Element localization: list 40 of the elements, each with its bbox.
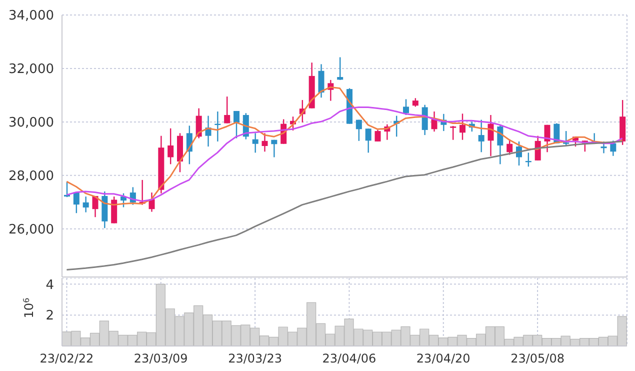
candlestick: [262, 132, 268, 152]
y-tick-label: 32,000: [8, 62, 54, 78]
candlestick: [403, 98, 409, 116]
x-tick-label: 23/04/06: [322, 352, 376, 366]
candlestick: [168, 128, 174, 165]
candlestick: [271, 139, 278, 158]
candlestick: [82, 196, 89, 213]
y-tick-label: 34,000: [8, 8, 54, 24]
candlestick: [478, 119, 484, 153]
candlestick: [224, 96, 230, 124]
candlestick: [252, 132, 258, 154]
candlestick: [563, 130, 570, 147]
candlestick: [318, 64, 324, 98]
candlestick: [422, 104, 428, 136]
y-tick-label: 4: [46, 278, 54, 293]
candlestick: [610, 140, 616, 156]
candlestick: [148, 192, 155, 212]
y-tick-label: 30,000: [8, 116, 54, 131]
candlestick: [356, 119, 362, 142]
candlestick: [234, 110, 240, 139]
candlestick: [506, 138, 513, 156]
candlestick: [544, 124, 550, 153]
candlestick: [73, 192, 80, 214]
y-tick-label: 26,000: [8, 222, 54, 238]
x-tick-label: 23/05/08: [510, 352, 564, 366]
y-tick-label: 28,000: [8, 169, 54, 184]
candlestick: [337, 56, 344, 81]
y-tick-label: 2: [46, 308, 54, 324]
x-tick-label: 23/02/22: [40, 352, 94, 366]
x-tick-label: 23/03/09: [134, 352, 188, 366]
candlestick: [460, 113, 466, 140]
candlestick: [497, 124, 504, 165]
candlestick: [365, 128, 372, 154]
candlestick: [600, 140, 607, 154]
candlestick: [111, 196, 118, 224]
x-tick-label: 23/03/23: [228, 352, 282, 366]
candlestick: [374, 129, 381, 142]
candlestick: [450, 125, 456, 140]
x-tick-label: 23/04/20: [416, 352, 470, 366]
candlestick: [431, 110, 438, 132]
